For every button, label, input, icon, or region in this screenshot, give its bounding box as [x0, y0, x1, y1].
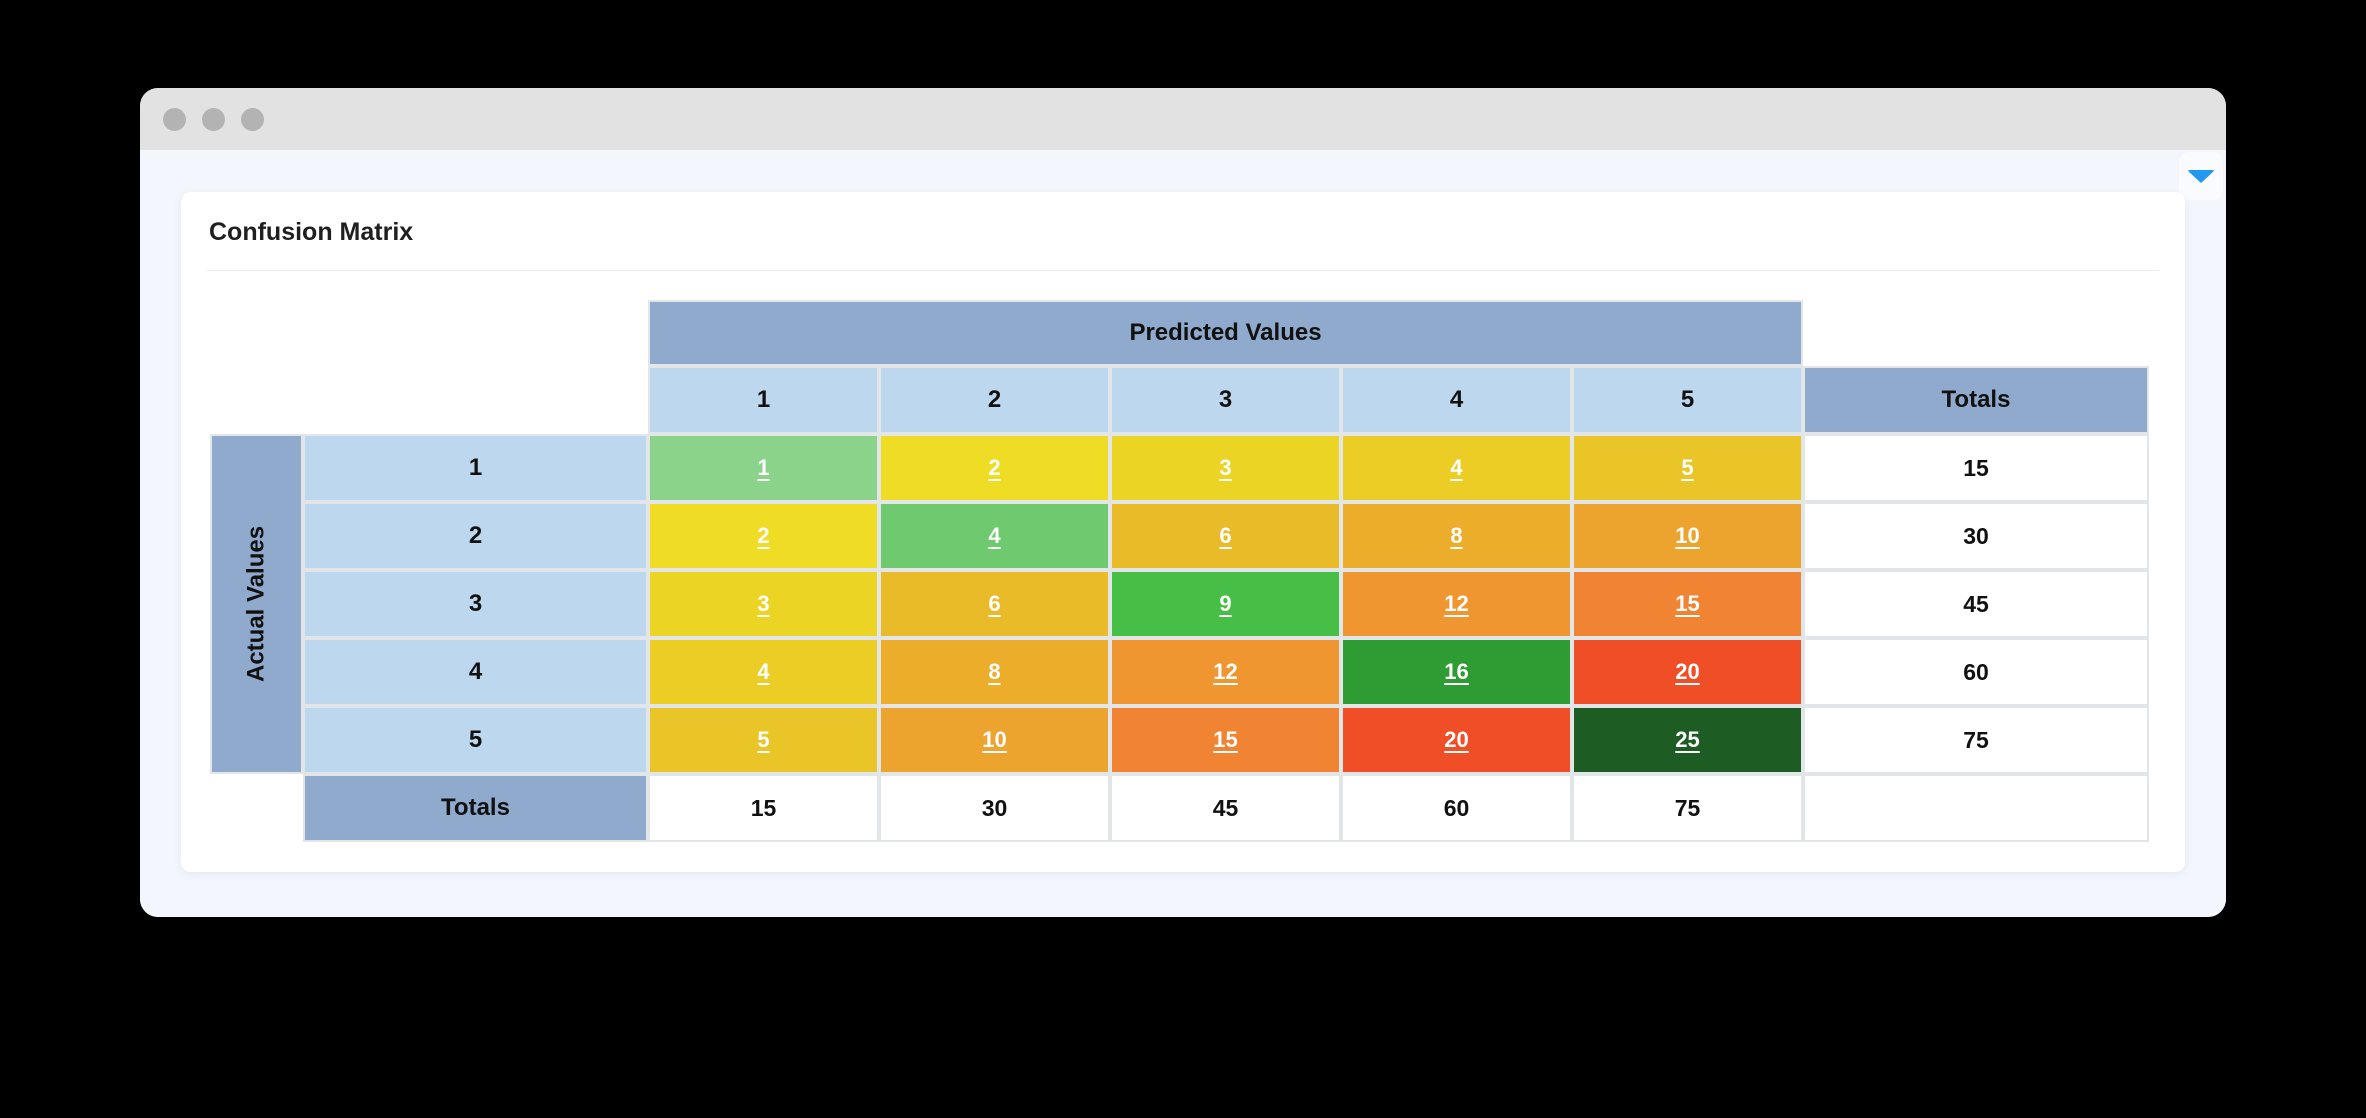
cell-value-link[interactable]: 5	[757, 727, 770, 752]
col-total-4: 60	[1341, 774, 1572, 842]
matrix-cell-r3-c2[interactable]: 6	[879, 570, 1110, 638]
matrix-cell-r1-c2[interactable]: 2	[879, 434, 1110, 502]
cell-value-link[interactable]: 6	[1219, 523, 1232, 548]
cell-value-link[interactable]: 4	[757, 659, 770, 684]
cell-value-link[interactable]: 25	[1675, 727, 1700, 752]
confusion-matrix-card: Confusion Matrix Predicted Values 1 2 3 4 5 To…	[181, 192, 2185, 872]
cell-value-link[interactable]: 8	[988, 659, 1001, 684]
matrix-cell-r5-c2[interactable]: 10	[879, 706, 1110, 774]
cell-value-link[interactable]: 2	[757, 523, 770, 548]
cell-value-link[interactable]: 10	[982, 727, 1007, 752]
window-titlebar	[140, 88, 2226, 150]
row-total-4: 60	[1803, 638, 2149, 706]
cell-value-link[interactable]: 20	[1444, 727, 1469, 752]
col-total-3: 45	[1110, 774, 1341, 842]
totals-row-header: Totals	[303, 774, 648, 842]
matrix-cell-r3-c1[interactable]: 3	[648, 570, 879, 638]
matrix-cell-r4-c3[interactable]: 12	[1110, 638, 1341, 706]
window-content: Confusion Matrix Predicted Values 1 2 3 4 5 To…	[140, 150, 2226, 917]
matrix-cell-r3-c4[interactable]: 12	[1341, 570, 1572, 638]
matrix-cell-r3-c3[interactable]: 9	[1110, 570, 1341, 638]
predicted-values-header: Predicted Values	[648, 300, 1803, 366]
window-dot	[241, 107, 264, 131]
matrix-cell-r2-c5[interactable]: 10	[1572, 502, 1803, 570]
matrix-cell-r5-c3[interactable]: 15	[1110, 706, 1341, 774]
matrix-cell-r4-c4[interactable]: 16	[1341, 638, 1572, 706]
matrix-cell-r4-c5[interactable]: 20	[1572, 638, 1803, 706]
actual-row-header-2: 2	[303, 502, 648, 570]
matrix-cell-r2-c2[interactable]: 4	[879, 502, 1110, 570]
cell-value-link[interactable]: 10	[1675, 523, 1700, 548]
cell-value-link[interactable]: 9	[1219, 591, 1232, 616]
cell-value-link[interactable]: 1	[757, 455, 770, 480]
collapse-dropdown-button[interactable]	[2179, 152, 2223, 200]
matrix-cell-r2-c1[interactable]: 2	[648, 502, 879, 570]
matrix-cell-r2-c3[interactable]: 6	[1110, 502, 1341, 570]
actual-row-header-5: 5	[303, 706, 648, 774]
actual-row-header-4: 4	[303, 638, 648, 706]
app-window: Confusion Matrix Predicted Values 1 2 3 4 5 To…	[140, 88, 2226, 917]
row-total-3: 45	[1803, 570, 2149, 638]
predicted-col-header-1: 1	[648, 366, 879, 434]
title-divider	[207, 270, 2159, 271]
predicted-col-header-2: 2	[879, 366, 1110, 434]
cell-value-link[interactable]: 3	[757, 591, 770, 616]
cell-value-link[interactable]: 20	[1675, 659, 1700, 684]
totals-row-spacer	[210, 774, 303, 842]
col-total-5: 75	[1572, 774, 1803, 842]
row-total-5: 75	[1803, 706, 2149, 774]
row-total-1: 15	[1803, 434, 2149, 502]
matrix-cell-r4-c1[interactable]: 4	[648, 638, 879, 706]
col-total-2: 30	[879, 774, 1110, 842]
totals-column-header: Totals	[1803, 366, 2149, 434]
cell-value-link[interactable]: 8	[1450, 523, 1463, 548]
actual-values-header: Actual Values	[210, 434, 303, 774]
predicted-col-header-5: 5	[1572, 366, 1803, 434]
col-total-1: 15	[648, 774, 879, 842]
cell-value-link[interactable]: 12	[1444, 591, 1469, 616]
predicted-col-header-3: 3	[1110, 366, 1341, 434]
corner-spacer	[210, 300, 648, 434]
matrix-cell-r5-c4[interactable]: 20	[1341, 706, 1572, 774]
matrix-cell-r5-c5[interactable]: 25	[1572, 706, 1803, 774]
row-total-2: 30	[1803, 502, 2149, 570]
cell-value-link[interactable]: 12	[1213, 659, 1238, 684]
matrix-cell-r1-c1[interactable]: 1	[648, 434, 879, 502]
cell-value-link[interactable]: 16	[1444, 659, 1469, 684]
matrix-cell-r3-c5[interactable]: 15	[1572, 570, 1803, 638]
predicted-col-header-4: 4	[1341, 366, 1572, 434]
chevron-down-icon	[2187, 169, 2215, 183]
cell-value-link[interactable]: 15	[1213, 727, 1238, 752]
matrix-cell-r1-c3[interactable]: 3	[1110, 434, 1341, 502]
totals-column-spacer	[1803, 300, 2149, 366]
window-dot	[163, 107, 186, 131]
matrix-cell-r4-c2[interactable]: 8	[879, 638, 1110, 706]
cell-value-link[interactable]: 3	[1219, 455, 1232, 480]
matrix-cell-r5-c1[interactable]: 5	[648, 706, 879, 774]
actual-row-header-3: 3	[303, 570, 648, 638]
page-title: Confusion Matrix	[209, 218, 414, 246]
cell-value-link[interactable]: 15	[1675, 591, 1700, 616]
cell-value-link[interactable]: 4	[1450, 455, 1463, 480]
cell-value-link[interactable]: 2	[988, 455, 1001, 480]
confusion-matrix-grid: Predicted Values 1 2 3 4 5 Totals Actual Values…	[210, 300, 2149, 842]
matrix-cell-r2-c4[interactable]: 8	[1341, 502, 1572, 570]
cell-value-link[interactable]: 5	[1681, 455, 1694, 480]
actual-row-header-1: 1	[303, 434, 648, 502]
cell-value-link[interactable]: 6	[988, 591, 1001, 616]
grand-total-cell	[1803, 774, 2149, 842]
matrix-cell-r1-c4[interactable]: 4	[1341, 434, 1572, 502]
window-dot	[202, 107, 225, 131]
matrix-cell-r1-c5[interactable]: 5	[1572, 434, 1803, 502]
cell-value-link[interactable]: 4	[988, 523, 1001, 548]
